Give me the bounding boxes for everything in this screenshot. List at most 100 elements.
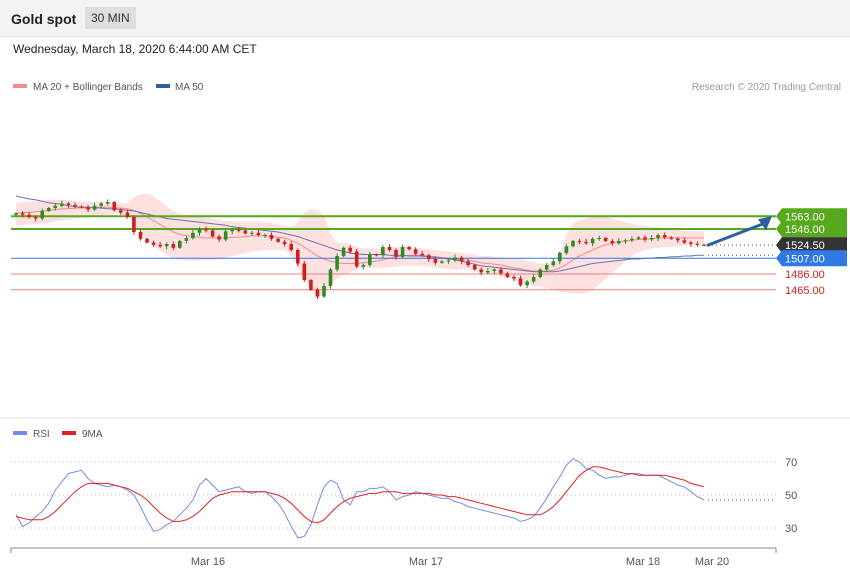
forecast-arrow-shaft [706, 222, 764, 247]
candle-body [99, 203, 103, 206]
legend-label-rsi: RSI [33, 429, 50, 440]
candle-body [368, 254, 372, 265]
candle-body [348, 247, 352, 252]
candle-body [394, 250, 398, 257]
candle-body [492, 269, 497, 271]
forecast-arrow [706, 216, 772, 247]
price-levels [11, 215, 776, 291]
candle-body [381, 247, 385, 256]
candle-body [597, 238, 601, 239]
x-tick-label: Mar 16 [191, 556, 225, 568]
timeframe-badge[interactable]: 30 MIN [85, 7, 136, 29]
candle-body [682, 240, 687, 243]
instrument-title: Gold spot [11, 11, 77, 27]
candle-body [407, 247, 411, 250]
level-label: 1563.00 [785, 211, 825, 223]
candle-body [643, 237, 647, 240]
rsi-panel: 70 50 30 [11, 457, 797, 539]
candle-body [105, 202, 110, 204]
legend-label-ma20: MA 20 + Bollinger Bands [33, 82, 143, 93]
candle-body [479, 269, 483, 273]
rsi-9ma-line [15, 466, 705, 524]
header-bar: Gold spot 30 MIN [0, 0, 850, 37]
candle-body [649, 238, 654, 240]
candle-body [551, 261, 556, 266]
candle-body [676, 238, 680, 241]
candle-body [427, 255, 431, 260]
legend-swatch-rsi [13, 431, 27, 435]
candle-body [269, 235, 274, 239]
candle-body [33, 217, 38, 219]
candle-body [263, 235, 267, 236]
level-tag-resistance [776, 208, 847, 225]
candle-body [309, 280, 313, 290]
candle-body [282, 241, 287, 245]
ma20-line [15, 206, 704, 272]
legend-swatch-ma20 [13, 84, 27, 88]
x-axis: Mar 16 Mar 17 Mar 18 Mar 20 [10, 547, 777, 568]
candle-body [138, 232, 143, 239]
candle-body [328, 269, 333, 286]
candle-body [302, 263, 307, 280]
candle-body [453, 257, 457, 261]
candle-body [204, 229, 208, 231]
candle-body [590, 238, 595, 244]
level-tag-resistance [776, 221, 847, 237]
x-tick-label: Mar 18 [626, 556, 660, 568]
candle-body [92, 205, 97, 210]
candle-body [178, 241, 182, 248]
candle-body [210, 230, 215, 237]
candle-body [256, 232, 261, 236]
price-legend: MA 20 + Bollinger Bands MA 50 Research ©… [13, 82, 841, 93]
candle-body [164, 244, 169, 247]
candle-body [544, 265, 549, 270]
legend-label-ma50: MA 50 [175, 82, 204, 93]
level-tag-last [776, 237, 847, 254]
candle-body [217, 236, 221, 240]
candle-body [60, 203, 64, 206]
candle-body [66, 203, 71, 205]
candle-body [525, 281, 529, 286]
candle-body [499, 269, 503, 274]
forecast-arrow-head [758, 216, 772, 231]
candle-body [296, 250, 300, 264]
candle-body [151, 242, 156, 245]
candle-body [230, 229, 234, 232]
candle-body [472, 265, 477, 270]
candle-body [14, 213, 18, 215]
candle-body [486, 271, 490, 273]
x-tick-label: Mar 20 [695, 556, 729, 568]
candle-body [289, 244, 293, 250]
candle-body [73, 205, 77, 207]
candle-body [79, 206, 84, 208]
candle-body [387, 247, 392, 250]
level-label: 1546.00 [785, 224, 825, 236]
candle-body [341, 247, 346, 257]
candle-body [322, 286, 326, 297]
candle-body [662, 235, 667, 238]
candle-body [361, 265, 366, 267]
candle-body [518, 278, 523, 286]
candle-body [86, 207, 90, 210]
legend-swatch-9ma [62, 431, 76, 435]
candle-body [695, 244, 700, 245]
candle-body [420, 253, 424, 256]
candle-body [20, 213, 25, 215]
candle-body [243, 230, 248, 234]
candle-body [250, 232, 254, 234]
candle-body [158, 244, 162, 247]
candle-body [125, 212, 130, 217]
candle-body [433, 259, 438, 263]
candle-body [617, 241, 621, 244]
candle-body [413, 249, 418, 254]
level-label: 1524.50 [785, 240, 825, 252]
candle-body [197, 229, 202, 233]
candle-body [145, 238, 149, 243]
candlesticks [14, 199, 706, 299]
candle-body [636, 237, 641, 239]
candle-body [184, 238, 189, 241]
candle-body [558, 253, 562, 262]
candle-body [512, 277, 516, 279]
